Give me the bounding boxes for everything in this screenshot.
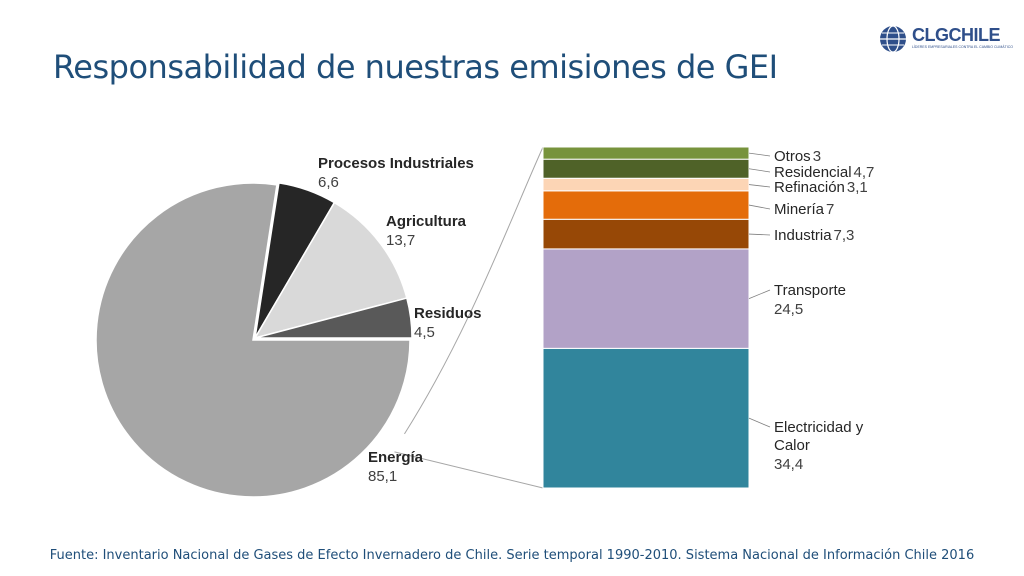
pie-value-residuos: 4,5 <box>414 324 435 341</box>
bar-value-refinacion: 3,1 <box>847 179 868 196</box>
bar-segment-transporte <box>542 248 750 349</box>
leader-transporte <box>748 289 771 299</box>
connector-bottom <box>394 451 544 489</box>
bar-label-electricidad-y-calor-line2: Calor <box>774 437 810 454</box>
bar-label-otros: Otros <box>774 148 811 165</box>
bar-segment-otros <box>542 146 750 160</box>
pie-slice-agricultura <box>253 201 408 340</box>
pie-chart <box>95 181 413 498</box>
leader-refinacion <box>748 184 771 188</box>
pie-value-energia: 85,1 <box>368 468 397 485</box>
slide-title: Responsabilidad de nuestras emisiones de… <box>53 48 778 86</box>
chart-labels: Energía 85,1 Procesos Industriales 6,6 Agric… <box>318 148 874 485</box>
bar-segment-mineria <box>542 190 750 220</box>
leader-electricidad-y-calor <box>748 417 771 428</box>
leader-industria <box>748 233 771 236</box>
globe-icon <box>880 25 906 53</box>
bar-value-residencial: 4,7 <box>854 164 875 181</box>
bar-value-transporte: 24,5 <box>774 301 803 318</box>
bar-label-residencial: Residencial <box>774 164 852 181</box>
bar-label-industria: Industria <box>774 227 832 244</box>
bar-segment-residencial <box>542 158 750 179</box>
logo-text: CLGCHILE <box>912 25 1001 45</box>
bar-label-refinacion: Refinación <box>774 179 845 196</box>
bar-segment-refinacion <box>542 177 750 192</box>
logo: CLGCHILE LÍDERES EMPRESARIALES CONTRA EL… <box>878 22 1013 56</box>
pie-value-agricultura: 13,7 <box>386 232 415 249</box>
logo-subtext: LÍDERES EMPRESARIALES CONTRA EL CAMBIO C… <box>912 45 1014 49</box>
bar-value-mineria: 7 <box>826 201 834 218</box>
bar-value-otros: 3 <box>813 148 821 165</box>
bar-label-transporte: Transporte <box>774 282 846 299</box>
pie-slice-residuos <box>254 297 413 339</box>
bar-label-mineria: Minería <box>774 201 825 218</box>
leader-residencial <box>748 168 771 173</box>
pie-value-procesos-industriales: 6,6 <box>318 174 339 191</box>
pie-label-procesos-industriales: Procesos Industriales <box>318 155 474 172</box>
bar-value-electricidad-y-calor: 34,4 <box>774 456 803 473</box>
stacked-bar-chart <box>542 146 750 489</box>
bar-segment-electricidad-y-calor <box>542 347 750 489</box>
leader-otros <box>748 152 771 157</box>
connector-top <box>404 146 544 435</box>
bar-label-electricidad-y-calor: Electricidad y <box>774 419 864 436</box>
pie-label-residuos: Residuos <box>414 305 482 322</box>
source-note: Fuente: Inventario Nacional de Gases de … <box>49 548 975 563</box>
pie-label-energia: Energía <box>368 449 424 466</box>
pie-label-agricultura: Agricultura <box>386 213 467 230</box>
connector-lines <box>394 146 544 489</box>
leader-mineria <box>748 204 771 210</box>
bar-segment-industria <box>542 218 750 250</box>
pie-slice-energia <box>95 182 411 498</box>
bar-value-industria: 7,3 <box>834 227 855 244</box>
